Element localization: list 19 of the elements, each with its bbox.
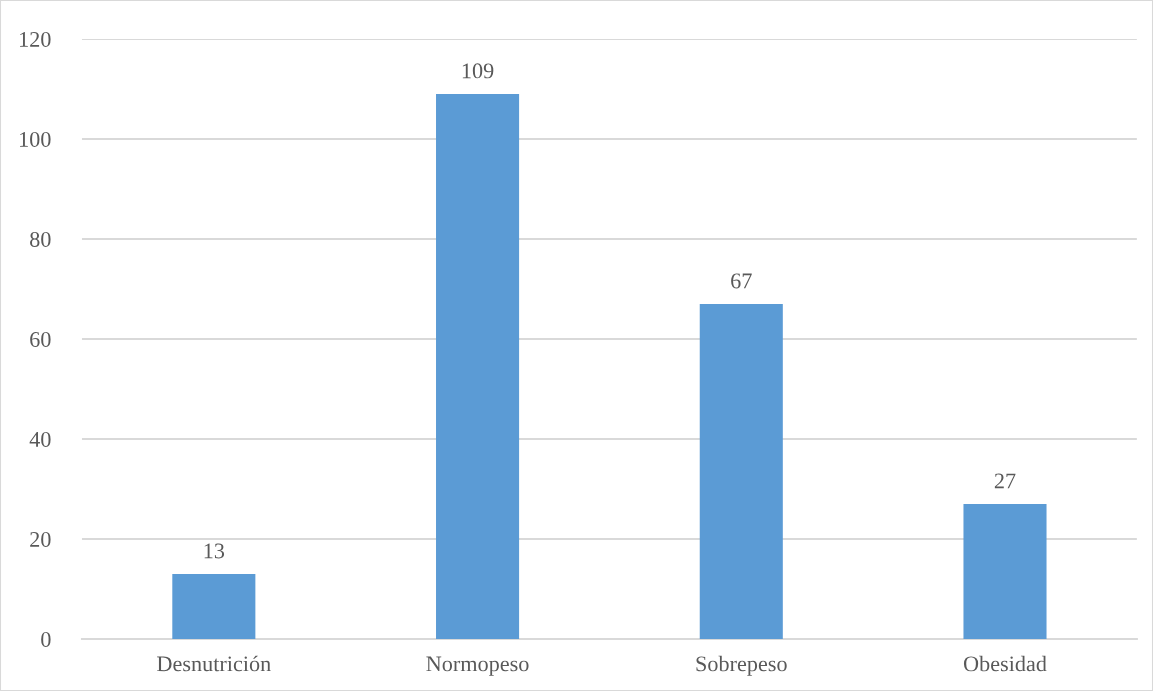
data-label: 27	[994, 473, 1016, 489]
y-tick-label: 60	[30, 331, 51, 347]
data-label: 13	[204, 543, 225, 559]
bar	[699, 304, 783, 640]
y-tick-label: 100	[20, 131, 51, 147]
y-tick-label: 40	[29, 431, 51, 447]
y-tick-label: 20	[30, 531, 51, 547]
data-label: 67	[731, 273, 752, 289]
x-tick-label: Normopeso	[426, 656, 529, 676]
data-label: 109	[462, 63, 494, 79]
y-tick-label: 80	[30, 231, 51, 247]
bar	[172, 574, 256, 640]
bar	[436, 93, 520, 640]
x-tick-label: Obesidad	[963, 655, 1047, 672]
x-tick-label: Sobrepeso	[696, 655, 787, 676]
y-tick-label: 120	[20, 31, 51, 47]
x-tick-label: Desnutrición	[157, 655, 271, 672]
y-tick-label: 0	[41, 631, 51, 647]
bar	[963, 504, 1047, 640]
